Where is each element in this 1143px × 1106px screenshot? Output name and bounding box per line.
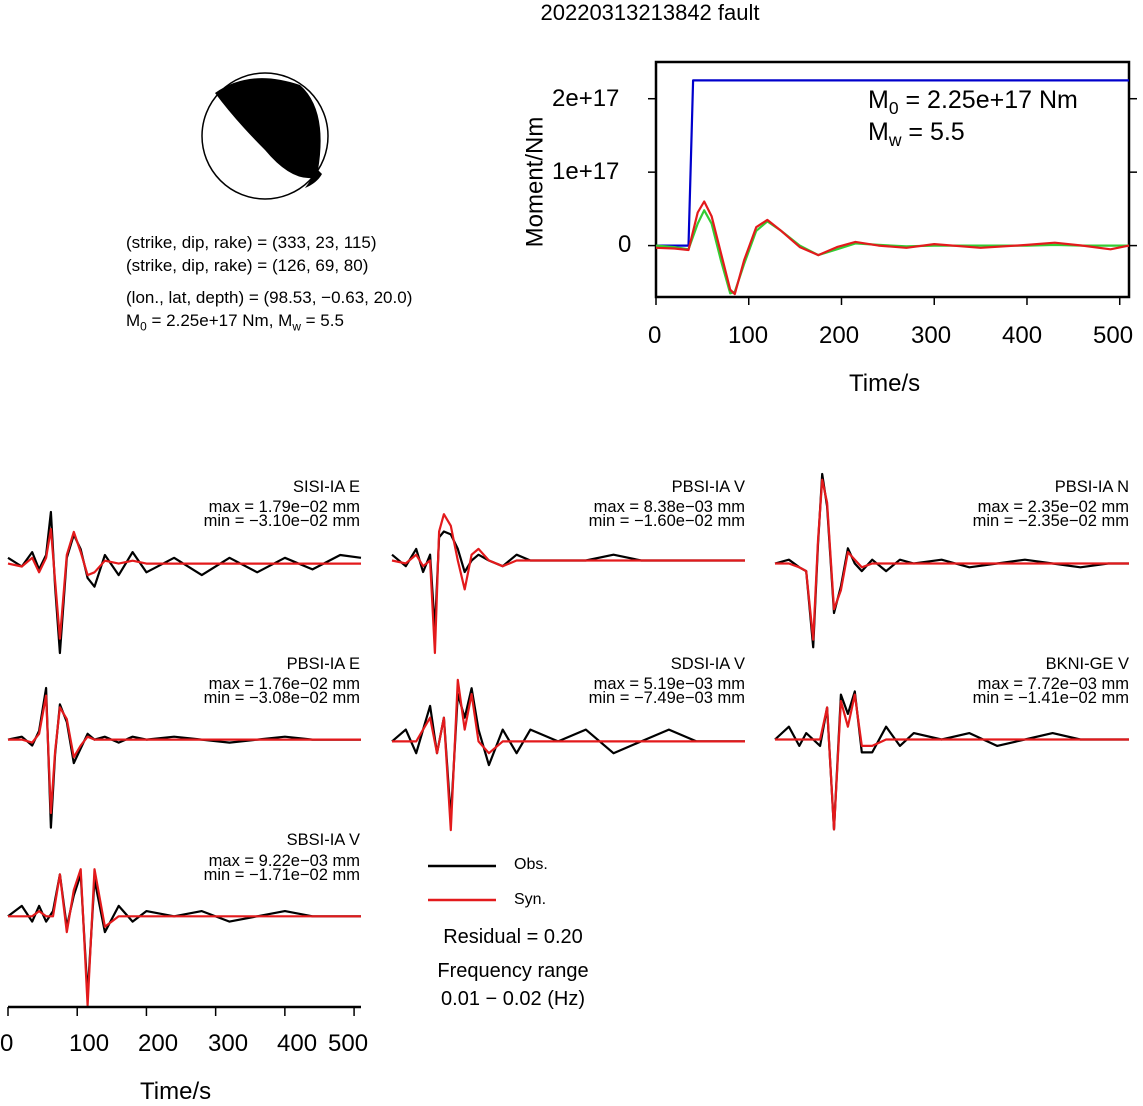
legend-freq-title: Frequency range (437, 960, 589, 982)
mechanism-plane2: (strike, dip, rake) = (126, 69, 80) (126, 256, 369, 275)
trace-obs (7, 873, 361, 997)
legend-freq-value: 0.01 − 0.02 (Hz) (441, 988, 585, 1010)
moment-ylabel: Moment/Nm (521, 116, 549, 248)
trace-syn (392, 678, 745, 832)
trace-station-label: PBSI-IA N (1054, 478, 1129, 496)
trace-max-label: max = 9.22e−03 mm (208, 852, 360, 870)
waveform-panels (7, 472, 1129, 1016)
trace-station-label: SISI-IA E (293, 478, 360, 496)
bottom-xtick: 400 (277, 1030, 318, 1057)
moment-frame (654, 60, 1131, 299)
beachball (201, 72, 329, 200)
bottom-xtick: 100 (69, 1030, 110, 1057)
moment-annot-mw: Mw = 5.5 (868, 118, 965, 150)
trace-min-label: min = −1.41e−02 mm (972, 689, 1129, 707)
legend-syn-label: Syn. (514, 891, 547, 908)
figure-title: 20220313213842 fault (540, 0, 760, 25)
trace-station-label: SBSI-IA V (286, 831, 360, 849)
trace-syn (8, 868, 361, 1007)
moment-xtick: 300 (911, 322, 952, 349)
bottom-xtick: 500 (328, 1030, 369, 1057)
moment-panel (648, 60, 1137, 305)
moment-annot-m0: M0 = 2.25e+17 Nm (868, 86, 1078, 118)
trace-station-label: SDSI-IA V (670, 655, 745, 673)
trace-syn (775, 693, 1129, 831)
trace-syn (7, 527, 361, 640)
bottom-xtick: 200 (138, 1030, 179, 1057)
trace-min-label: min = −7.49e−03 mm (588, 689, 745, 707)
trace-min-label: min = −2.35e−02 mm (972, 512, 1129, 530)
trace-max-label: max = 5.19e−03 mm (593, 675, 745, 693)
trace-syn (8, 694, 361, 815)
legend-obs-label: Obs. (514, 856, 548, 873)
legend-residual: Residual = 0.20 (443, 926, 583, 948)
moment-xtick: 0 (648, 322, 662, 349)
mechanism-plane1: (strike, dip, rake) = (333, 23, 115) (126, 233, 377, 252)
trace-max-label: max = 2.35e−02 mm (977, 498, 1129, 516)
trace-obs (391, 530, 745, 631)
moment-ytick: 0 (618, 231, 632, 258)
trace-station-label: PBSI-IA V (671, 478, 745, 496)
moment-series-red (655, 200, 1130, 296)
bottom-xtick: 300 (208, 1030, 249, 1057)
trace-station-label: PBSI-IA E (286, 655, 360, 673)
trace-station-label: BKNI-GE V (1045, 655, 1129, 673)
trace-obs (391, 687, 745, 820)
trace-obs (774, 472, 1129, 649)
moment-xtick: 400 (1002, 322, 1043, 349)
trace-min-label: min = −1.60e−02 mm (588, 512, 745, 530)
trace-max-label: max = 1.79e−02 mm (208, 498, 360, 516)
bottom-xtick: 0 (0, 1030, 14, 1057)
trace-syn (391, 513, 745, 655)
mechanism-moment: M0 = 2.25e+17 Nm, Mw = 5.5 (126, 311, 344, 334)
moment-xtick: 100 (728, 322, 769, 349)
bottom-xlabel: Time/s (140, 1078, 212, 1105)
mechanism-location: (lon., lat, depth) = (98.53, −0.63, 20.0… (126, 288, 413, 307)
trace-max-label: max = 1.76e−02 mm (208, 675, 360, 693)
moment-xlabel: Time/s (849, 370, 921, 397)
trace-min-label: min = −3.10e−02 mm (203, 512, 360, 530)
trace-max-label: max = 7.72e−03 mm (977, 675, 1129, 693)
moment-xtick: 500 (1093, 322, 1134, 349)
moment-xtick: 200 (819, 322, 860, 349)
legend-lines (428, 864, 496, 902)
trace-min-label: min = −1.71e−02 mm (203, 866, 360, 884)
moment-series-blue (656, 79, 1129, 247)
moment-ytick: 2e+17 (552, 85, 620, 112)
moment-ytick: 1e+17 (552, 158, 620, 185)
trace-min-label: min = −3.08e−02 mm (203, 689, 360, 707)
trace-syn (775, 478, 1129, 641)
trace-max-label: max = 8.38e−03 mm (593, 498, 745, 516)
